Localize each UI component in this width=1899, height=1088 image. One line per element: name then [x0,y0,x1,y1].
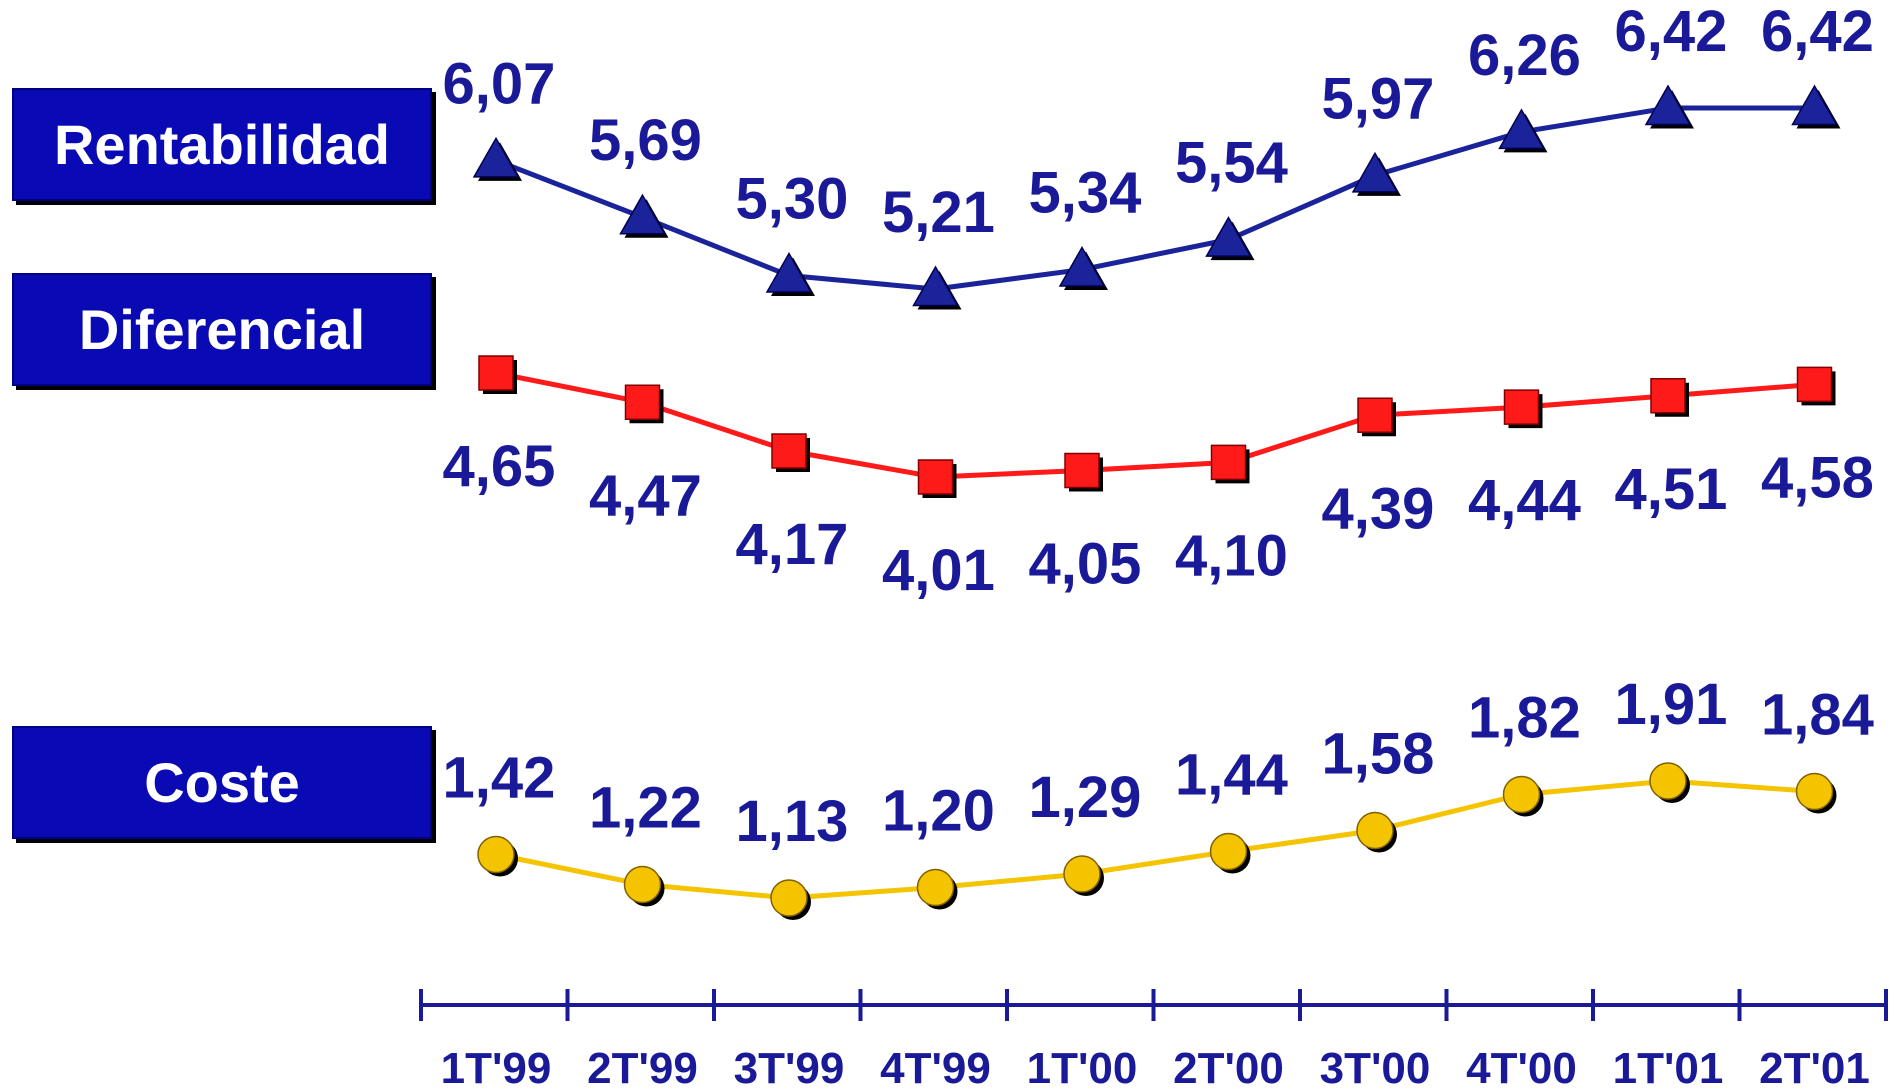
data-point-triangle [765,252,813,293]
data-label: 1,22 [589,776,702,841]
data-point-triangle [1058,246,1106,287]
x-tick-label: 4T'99 [880,1044,991,1088]
legend-box-rentabilidad: Rentabilidad [12,88,432,201]
data-label: 5,54 [1175,131,1288,196]
data-point-triangle [472,136,520,178]
data-label: 1,42 [443,746,556,811]
x-tick-label: 3T'00 [1320,1044,1431,1088]
data-label: 1,29 [1029,765,1142,830]
data-point-triangle [619,193,666,235]
data-point-square [624,384,661,420]
data-label: 1,44 [1175,743,1288,808]
series-line-coste [495,778,1815,901]
x-tick-label: 2T'01 [1759,1044,1870,1088]
data-point-square [478,355,514,391]
data-label: 6,42 [1761,0,1874,64]
legend-box-diferencial: Diferencial [12,273,432,386]
data-point-circle [916,868,955,907]
data-label: 4,47 [589,463,702,528]
data-label: 4,65 [443,434,556,499]
data-point-circle [1795,772,1834,811]
series-line-diferencial [495,370,1815,480]
data-point-square [1650,378,1686,414]
data-point-triangle [1351,151,1399,193]
x-tick-label: 1T'01 [1613,1044,1724,1088]
data-label: 5,30 [736,167,849,232]
data-point-square [1210,444,1247,481]
data-point-triangle [1644,84,1692,126]
x-tick-label: 1T'00 [1027,1044,1138,1088]
data-point-square [1503,389,1540,425]
data-label: 5,34 [1029,161,1142,226]
data-point-circle [1356,811,1394,850]
data-label: 4,58 [1761,445,1874,510]
data-point-circle [1209,832,1248,871]
x-tick-label: 2T'99 [587,1044,698,1088]
x-tick-label: 3T'99 [734,1044,845,1088]
data-label: 1,20 [882,779,995,844]
data-point-circle [1502,775,1541,814]
x-tick-label: 1T'99 [441,1044,552,1088]
data-label: 4,10 [1175,523,1288,588]
x-tick-label: 2T'00 [1173,1044,1284,1088]
data-label: 4,01 [882,538,995,603]
data-point-square [1064,452,1100,489]
data-point-circle [770,879,808,917]
data-label: 4,51 [1615,457,1728,522]
legend-label-diferencial: Diferencial [78,298,366,361]
x-tick-label: 4T'00 [1466,1044,1577,1088]
data-label: 1,58 [1322,722,1435,787]
data-label: 6,26 [1468,23,1581,88]
legend-label-rentabilidad: Rentabilidad [53,113,391,176]
data-point-square [771,433,807,469]
data-point-triangle [912,265,959,307]
data-point-square [917,459,954,495]
data-label: 1,82 [1468,686,1581,751]
data-label: 5,97 [1322,66,1435,131]
data-point-triangle [1205,216,1252,257]
data-label: 4,05 [1029,532,1142,597]
data-label: 4,44 [1468,468,1581,533]
data-label: 5,21 [882,180,995,245]
data-label: 6,42 [1615,0,1728,64]
series-line-rentabilidad [495,105,1815,292]
data-label: 1,84 [1761,683,1874,748]
data-point-circle [1063,855,1101,893]
data-point-square [1357,397,1393,433]
data-label: 1,13 [736,789,849,854]
data-label: 4,17 [736,512,849,577]
data-label: 5,69 [589,108,702,173]
data-point-triangle [1791,84,1838,126]
legend-box-coste: Coste [12,726,432,839]
data-point-square [1796,366,1833,403]
data-point-triangle [1498,108,1545,150]
data-label: 1,91 [1615,672,1728,737]
legend-label-coste: Coste [144,751,300,814]
data-point-circle [623,865,662,904]
data-point-circle [1649,762,1687,800]
data-label: 6,07 [443,51,556,116]
data-label: 4,39 [1322,476,1435,541]
data-point-circle [477,835,515,874]
